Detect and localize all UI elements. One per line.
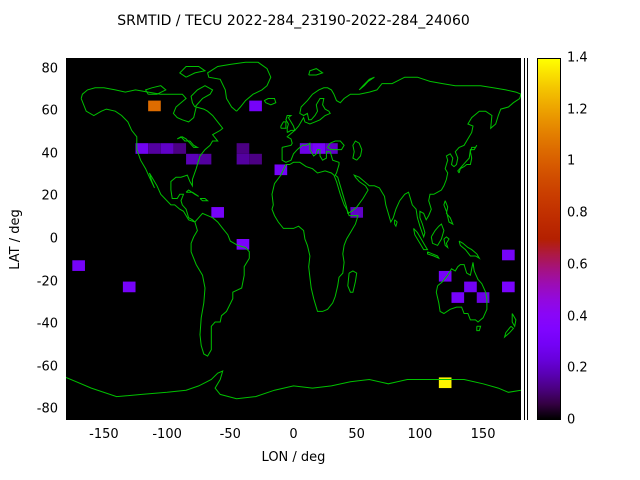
coastline <box>144 85 167 95</box>
heatmap-cell <box>72 260 85 271</box>
heatmap-cell <box>211 207 224 218</box>
world-map <box>66 61 521 400</box>
heatmap-cell <box>438 377 452 389</box>
coastline <box>176 136 200 148</box>
heatmap-cell <box>299 143 313 154</box>
heatmap-cell <box>249 153 262 165</box>
x-tick-label: 0 <box>289 427 298 442</box>
colorbar-tick-label: 1 <box>567 153 576 169</box>
heatmap-cell <box>476 292 490 303</box>
heatmap-cell <box>502 249 515 261</box>
coastline <box>271 161 359 312</box>
coastline <box>443 236 450 249</box>
heatmap-cell <box>236 143 250 154</box>
heatmap-cell <box>135 143 149 154</box>
coastline <box>427 251 440 260</box>
heatmap-cell <box>148 100 161 112</box>
coastline <box>430 223 445 247</box>
coastline <box>476 325 482 332</box>
coastline <box>347 270 358 293</box>
heatmap-cell <box>249 100 262 112</box>
x-tick-label: -100 <box>152 427 182 442</box>
coastline <box>511 313 517 328</box>
coastline <box>285 115 296 133</box>
y-tick-label: -20 <box>36 274 58 290</box>
heatmap-cell <box>325 143 338 154</box>
y-tick-label: 0 <box>49 231 58 247</box>
heatmap-cell <box>438 270 452 282</box>
coastline <box>413 228 429 251</box>
colorbar-tick-label: 0 <box>567 412 576 428</box>
coastline <box>503 325 515 339</box>
heatmap-cell <box>464 281 477 293</box>
coastline <box>443 200 454 226</box>
y-tick-label: 20 <box>41 188 58 204</box>
x-tick-label: 150 <box>470 427 496 442</box>
coastline <box>308 68 324 76</box>
x-axis-label: LON / deg <box>261 450 326 465</box>
coastline <box>394 219 398 228</box>
coastline <box>190 85 214 108</box>
coastline <box>80 87 224 223</box>
colorbar-tick-label: 1.2 <box>567 102 588 118</box>
plot-area <box>66 58 521 420</box>
coastline <box>190 212 250 357</box>
y-tick-label: 60 <box>41 103 58 119</box>
heatmap-cell <box>312 143 326 154</box>
x-tick-label: 100 <box>407 427 433 442</box>
heatmap-cell <box>236 239 250 250</box>
heatmap-cell <box>160 143 174 154</box>
colorbar-tick-label: 0.4 <box>567 309 588 325</box>
y-tick-label: -80 <box>36 401 58 417</box>
heatmap-cell <box>173 143 187 154</box>
heatmap-cell <box>350 207 364 218</box>
heatmap-cell <box>186 153 199 165</box>
coastline <box>185 189 199 197</box>
x-tick-label: -50 <box>219 427 241 442</box>
coastline <box>66 370 521 400</box>
colorbar <box>537 58 561 420</box>
colorbar-tick-label: 0.8 <box>567 205 588 221</box>
heatmap-cell <box>148 143 161 154</box>
heatmap-cell <box>122 281 136 293</box>
y-tick-label: -60 <box>36 359 58 375</box>
y-tick-label: 40 <box>41 146 58 162</box>
coastline <box>207 61 272 112</box>
coastline <box>281 76 521 239</box>
y-tick-label: 80 <box>41 61 58 77</box>
coastline <box>358 76 375 91</box>
x-tick-label: 50 <box>348 427 365 442</box>
coastline <box>457 145 478 174</box>
heatmap-cell <box>502 281 515 293</box>
coastline <box>352 140 363 161</box>
chart-title: SRMTID / TECU 2022-284_23190-2022-284_24… <box>117 13 470 29</box>
heatmap-cell <box>198 153 212 165</box>
separator-line <box>527 58 528 420</box>
y-tick-label: -40 <box>36 316 58 332</box>
coastline <box>435 262 488 323</box>
separator-line <box>524 58 525 420</box>
coastline <box>263 98 277 106</box>
coastline <box>458 240 481 260</box>
heatmap-cell <box>451 292 465 303</box>
x-tick-label: -150 <box>89 427 119 442</box>
colorbar-tick-label: 1.4 <box>567 50 588 66</box>
coastline <box>179 66 207 78</box>
coastline <box>199 198 209 202</box>
coastline <box>280 121 287 129</box>
colorbar-tick-label: 0.6 <box>567 257 588 273</box>
heatmap-cell <box>236 153 250 165</box>
colorbar-tick-label: 0.2 <box>567 360 588 376</box>
heatmap-cell <box>274 164 288 176</box>
coastline <box>326 140 345 151</box>
